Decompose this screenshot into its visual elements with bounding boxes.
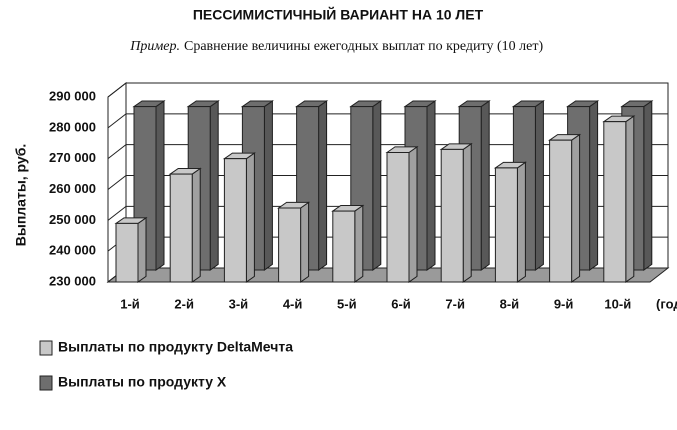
- bar: [386, 152, 410, 283]
- bar-side: [300, 201, 310, 283]
- legend-label: Выплаты по продукту DeltaМечта: [58, 339, 293, 355]
- y-tick-label: 260 000: [49, 181, 96, 196]
- bar-side: [263, 100, 273, 271]
- annotation: Пример.: [129, 39, 180, 54]
- legend-label: Выплаты по продукту X: [58, 374, 227, 390]
- x-tick-label: 6-й: [391, 296, 411, 311]
- chart-title: ПЕССИМИСТИЧНЫЙ ВАРИАНТ НА 10 ЛЕТ: [193, 6, 484, 23]
- x-tick-label: 3-й: [229, 296, 249, 311]
- bar-side: [625, 115, 635, 283]
- y-tick-label: 230 000: [49, 273, 96, 288]
- x-tick-label: 4-й: [283, 296, 303, 311]
- x-axis-label: (год): [656, 296, 677, 311]
- bar: [494, 167, 518, 283]
- legend-swatch: [39, 340, 53, 356]
- bar-side: [209, 100, 219, 271]
- bar-side: [589, 100, 599, 271]
- bar: [332, 210, 356, 283]
- x-tick-label: 9-й: [554, 296, 574, 311]
- bar-side: [354, 204, 364, 283]
- legend-swatch: [39, 375, 53, 391]
- bar-side: [408, 145, 418, 283]
- bar-side: [462, 142, 472, 283]
- y-tick-label: 250 000: [49, 212, 96, 227]
- y-tick-label: 240 000: [49, 243, 96, 258]
- x-tick-label: 8-й: [500, 296, 520, 311]
- y-axis-label: Выплаты, руб.: [13, 144, 29, 246]
- bar-side: [245, 152, 255, 283]
- bar: [223, 158, 247, 283]
- grid-line: [107, 82, 668, 98]
- y-tick-label: 280 000: [49, 119, 96, 134]
- bar-side: [137, 216, 147, 283]
- x-tick-label: 5-й: [337, 296, 357, 311]
- bar: [549, 139, 573, 283]
- y-tick-label: 290 000: [49, 88, 96, 103]
- bar-side: [571, 133, 581, 283]
- bar-side: [191, 167, 201, 283]
- x-tick-label: 2-й: [174, 296, 194, 311]
- bar-side: [318, 100, 328, 271]
- chart-subtitle: Сравнение величины ежегодных выплат по к…: [184, 39, 543, 54]
- x-tick-label: 10-й: [604, 296, 631, 311]
- bar: [278, 207, 302, 283]
- bar-side: [426, 100, 436, 271]
- x-tick-label: 7-й: [445, 296, 465, 311]
- bar-side: [372, 100, 382, 271]
- bar: [169, 173, 193, 283]
- bar-side: [155, 100, 165, 271]
- bar-side: [516, 161, 526, 283]
- bar: [603, 121, 627, 283]
- bar: [440, 148, 464, 283]
- bar-side: [534, 100, 544, 271]
- bar: [115, 222, 139, 283]
- y-tick-label: 270 000: [49, 150, 96, 165]
- x-tick-label: 1-й: [120, 296, 140, 311]
- bar-side: [480, 100, 490, 271]
- bar-side: [643, 100, 653, 271]
